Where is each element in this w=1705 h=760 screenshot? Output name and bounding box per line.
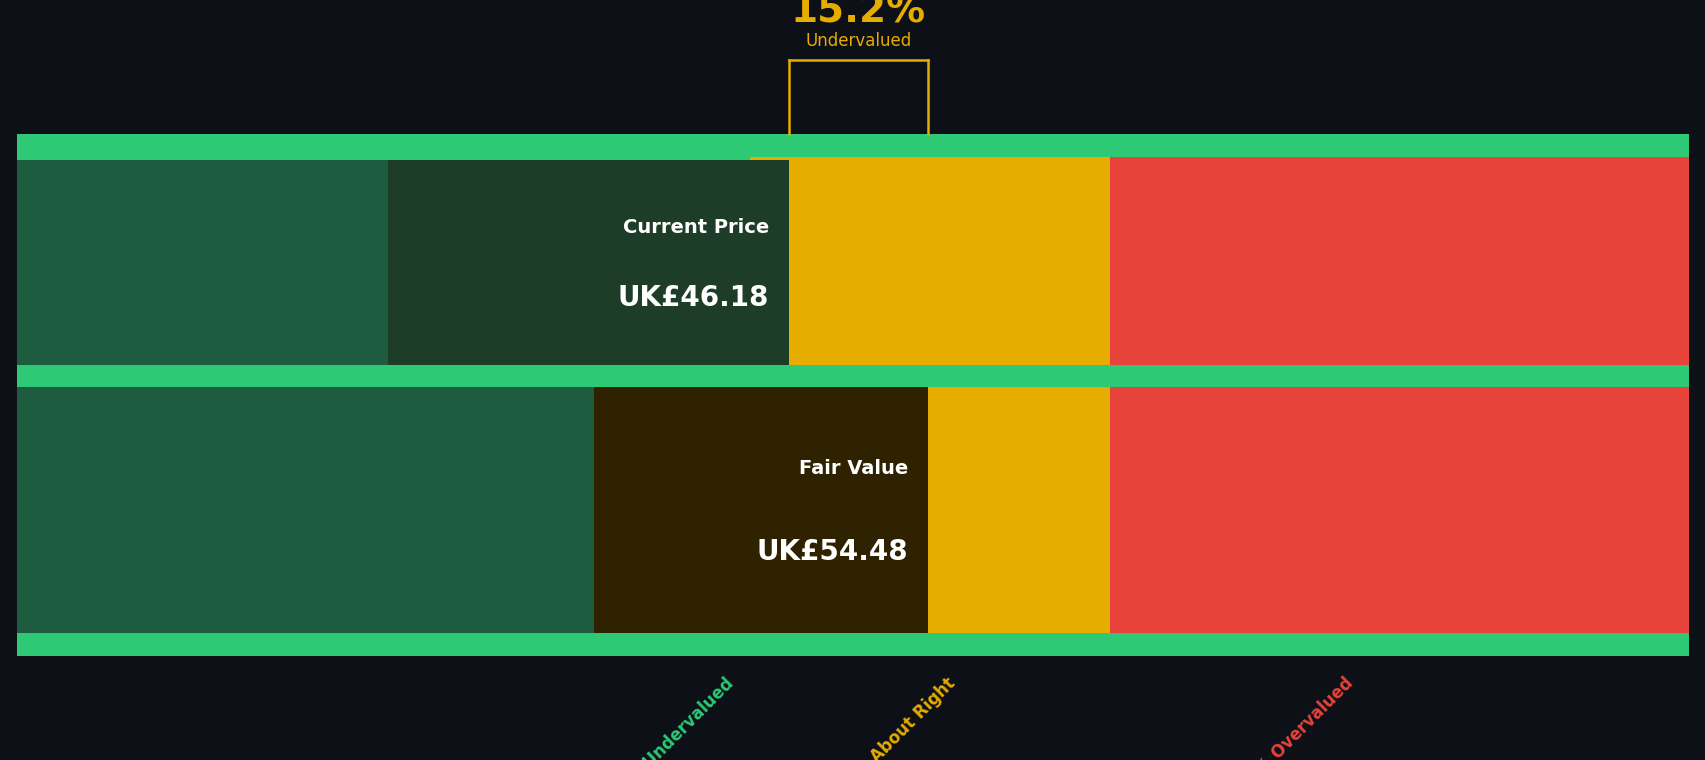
Text: UK£46.18: UK£46.18 bbox=[617, 283, 769, 312]
Text: 15.2%: 15.2% bbox=[791, 0, 926, 30]
Text: About Right: About Right bbox=[868, 674, 958, 760]
Bar bbox=[1110, 135, 1688, 656]
Text: Undervalued: Undervalued bbox=[805, 32, 910, 50]
Bar bbox=[748, 135, 1110, 656]
Bar bbox=[17, 135, 1688, 157]
Bar bbox=[593, 388, 928, 633]
Text: 20% Undervalued: 20% Undervalued bbox=[607, 674, 737, 760]
Text: UK£54.48: UK£54.48 bbox=[755, 538, 907, 566]
Bar bbox=[17, 160, 748, 365]
Text: 20% Overvalued: 20% Overvalued bbox=[1236, 674, 1355, 760]
Bar bbox=[17, 365, 1688, 388]
Text: Fair Value: Fair Value bbox=[798, 459, 907, 478]
Text: Current Price: Current Price bbox=[622, 218, 769, 237]
Bar bbox=[17, 388, 748, 633]
Bar bbox=[387, 160, 789, 365]
Bar bbox=[17, 633, 1688, 656]
Bar bbox=[17, 135, 748, 656]
